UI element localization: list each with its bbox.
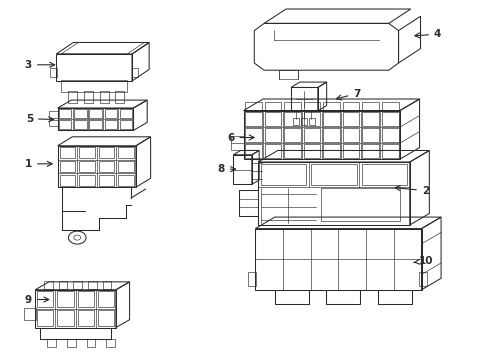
Text: 9: 9 — [25, 294, 49, 305]
Text: 8: 8 — [217, 164, 235, 174]
Text: 1: 1 — [25, 159, 52, 169]
Text: 3: 3 — [25, 60, 55, 70]
Text: 5: 5 — [26, 114, 54, 124]
Text: 4: 4 — [414, 29, 441, 39]
Text: 6: 6 — [227, 132, 254, 143]
Text: 7: 7 — [336, 89, 360, 100]
Text: 2: 2 — [394, 186, 428, 196]
Text: 10: 10 — [413, 256, 433, 266]
